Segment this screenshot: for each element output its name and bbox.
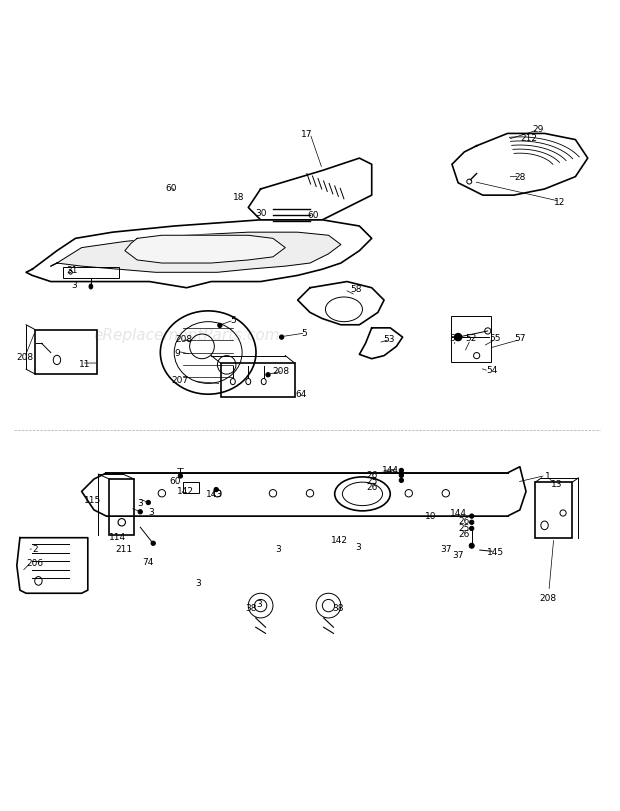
Text: 143: 143 <box>206 489 223 498</box>
Ellipse shape <box>469 521 474 525</box>
Ellipse shape <box>469 543 474 548</box>
Ellipse shape <box>151 542 156 546</box>
Polygon shape <box>360 328 402 359</box>
Text: 145: 145 <box>487 547 503 556</box>
Text: 51: 51 <box>450 333 461 342</box>
Polygon shape <box>82 467 526 517</box>
Text: 37: 37 <box>453 551 464 560</box>
Text: 64: 64 <box>295 390 306 399</box>
Text: 60: 60 <box>308 211 319 220</box>
Text: 13: 13 <box>551 479 562 488</box>
Text: 208: 208 <box>272 367 290 375</box>
Text: 211: 211 <box>115 544 132 553</box>
Bar <box>63 268 118 278</box>
Text: 60: 60 <box>170 477 181 486</box>
Text: 3: 3 <box>138 499 143 508</box>
Text: 1: 1 <box>545 471 551 480</box>
Ellipse shape <box>218 324 222 328</box>
Text: 60: 60 <box>166 184 177 193</box>
Text: 115: 115 <box>84 496 101 504</box>
Text: 26: 26 <box>366 470 378 479</box>
Text: 57: 57 <box>514 333 526 342</box>
Ellipse shape <box>399 474 404 478</box>
Text: 9: 9 <box>174 349 180 358</box>
Text: 38: 38 <box>246 603 257 612</box>
Ellipse shape <box>178 474 182 478</box>
Text: 3: 3 <box>355 543 361 551</box>
Text: 29: 29 <box>533 125 544 134</box>
Text: 212: 212 <box>521 134 538 143</box>
Bar <box>35 330 97 375</box>
Ellipse shape <box>399 478 404 483</box>
Text: 52: 52 <box>465 333 476 342</box>
Polygon shape <box>248 159 372 221</box>
Text: 26: 26 <box>366 483 378 491</box>
Ellipse shape <box>266 373 270 377</box>
Text: 2: 2 <box>32 544 38 553</box>
Text: eReplacementParts.com: eReplacementParts.com <box>93 327 280 342</box>
Text: 30: 30 <box>255 208 267 217</box>
Text: 55: 55 <box>489 333 501 342</box>
Text: 17: 17 <box>301 130 312 139</box>
Text: 54: 54 <box>487 365 498 374</box>
Bar <box>109 479 134 535</box>
Ellipse shape <box>89 285 93 290</box>
Bar <box>451 316 491 363</box>
Polygon shape <box>125 236 285 264</box>
Text: 38: 38 <box>332 603 343 612</box>
Ellipse shape <box>280 336 284 340</box>
Text: 11: 11 <box>79 359 91 368</box>
Text: 3: 3 <box>257 599 262 608</box>
Text: 25: 25 <box>366 476 378 485</box>
Ellipse shape <box>146 500 151 505</box>
Text: 114: 114 <box>109 532 126 541</box>
Text: 58: 58 <box>350 285 362 294</box>
Bar <box>184 482 199 493</box>
Polygon shape <box>51 233 341 273</box>
Text: 26: 26 <box>459 517 470 526</box>
Text: 74: 74 <box>143 557 154 566</box>
Text: 3: 3 <box>149 508 154 517</box>
Text: 18: 18 <box>233 193 245 202</box>
Text: 5: 5 <box>230 316 236 325</box>
Text: 31: 31 <box>66 265 78 274</box>
Text: 28: 28 <box>514 173 526 182</box>
Ellipse shape <box>138 510 143 514</box>
Bar <box>535 483 572 538</box>
Text: 208: 208 <box>175 334 192 343</box>
Text: 10: 10 <box>425 512 436 521</box>
Text: 53: 53 <box>383 335 395 344</box>
Text: 25: 25 <box>459 523 470 532</box>
Polygon shape <box>452 135 588 196</box>
Text: 12: 12 <box>554 198 565 207</box>
Ellipse shape <box>454 334 462 341</box>
Text: 208: 208 <box>539 594 556 603</box>
Text: 37: 37 <box>440 545 451 554</box>
Text: 208: 208 <box>16 353 33 362</box>
Ellipse shape <box>469 526 474 531</box>
Text: 26: 26 <box>459 530 470 539</box>
Text: 5: 5 <box>301 328 307 337</box>
Text: 207: 207 <box>172 375 189 384</box>
Text: 206: 206 <box>27 558 44 567</box>
Bar <box>221 363 294 397</box>
Ellipse shape <box>214 487 218 492</box>
Text: 3: 3 <box>71 281 77 290</box>
Ellipse shape <box>399 469 404 473</box>
Ellipse shape <box>469 514 474 518</box>
Text: 3: 3 <box>275 545 281 554</box>
Polygon shape <box>26 221 372 289</box>
Text: 3: 3 <box>195 578 200 587</box>
Polygon shape <box>17 538 88 594</box>
Text: 144: 144 <box>450 508 467 517</box>
Polygon shape <box>298 282 384 325</box>
Text: 142: 142 <box>331 535 348 544</box>
Text: 142: 142 <box>177 486 194 495</box>
Text: 144: 144 <box>382 466 399 474</box>
